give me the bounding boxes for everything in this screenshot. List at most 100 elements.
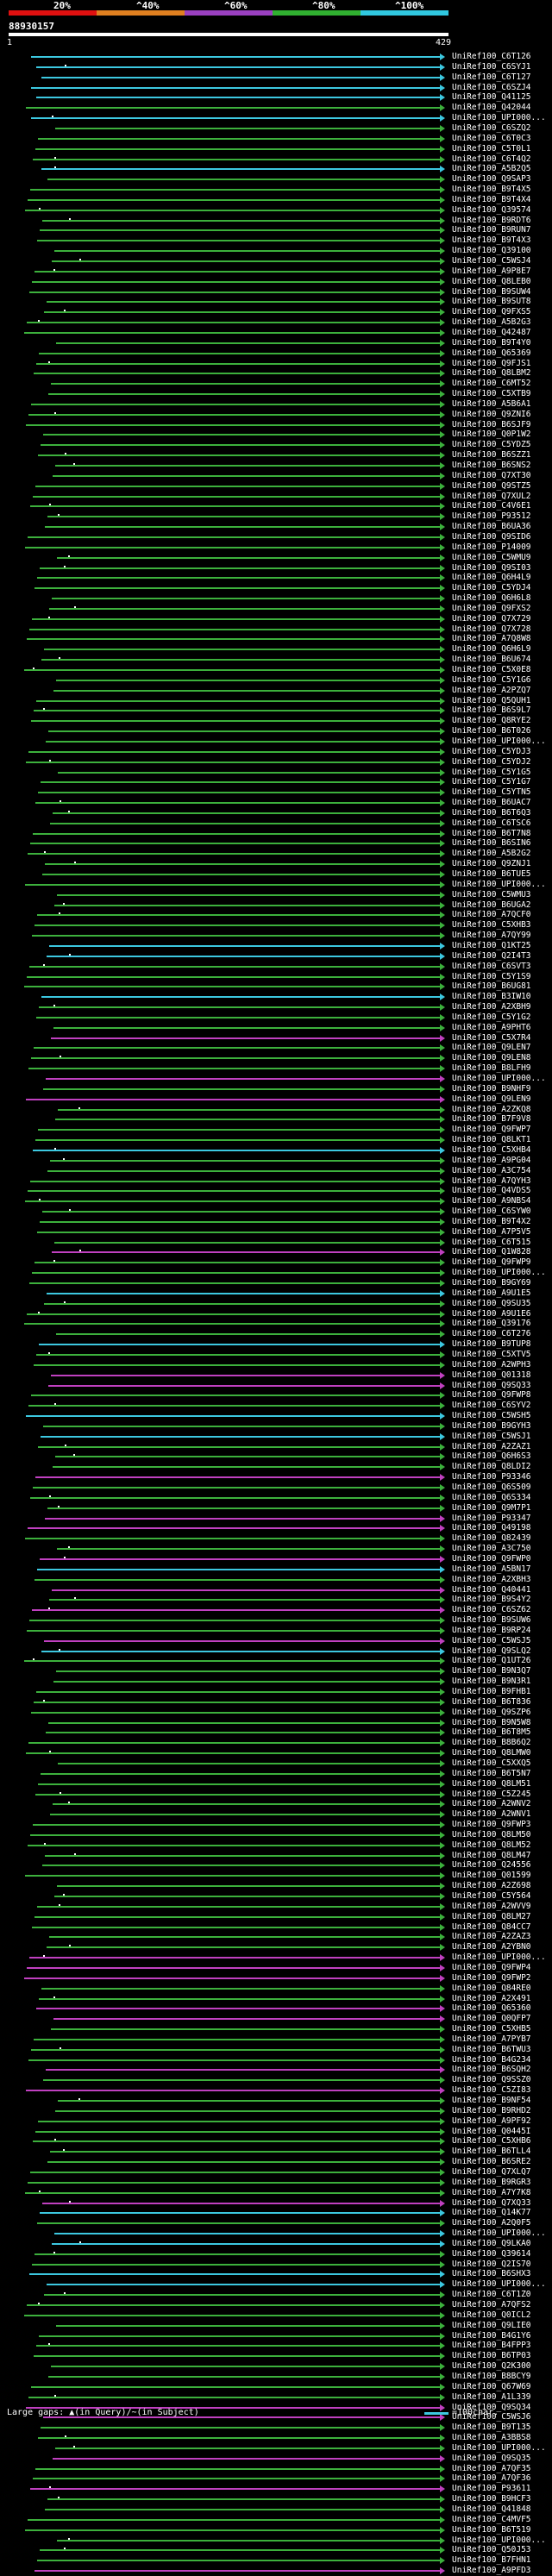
- hit-label[interactable]: UniRef100_C6SYW0: [452, 1207, 531, 1217]
- hit-label[interactable]: UniRef100_Q9ZNJ1: [452, 859, 531, 869]
- hit-row[interactable]: UniRef100_Q2IS70: [0, 2259, 552, 2270]
- hit-label[interactable]: UniRef100_Q01318: [452, 1369, 531, 1380]
- hit-row[interactable]: UniRef100_Q24556: [0, 1860, 552, 1871]
- hit-label[interactable]: UniRef100_A7PYB7: [452, 2034, 531, 2044]
- hit-row[interactable]: UniRef100_B9SUW6: [0, 1615, 552, 1626]
- hit-row[interactable]: UniRef100_B6TP03: [0, 2351, 552, 2361]
- hit-row[interactable]: UniRef100_B9T135: [0, 2422, 552, 2433]
- hit-label[interactable]: UniRef100_A9PHT6: [452, 1022, 531, 1032]
- hit-row[interactable]: UniRef100_Q7XT30: [0, 471, 552, 481]
- hit-label[interactable]: UniRef100_A7QF35: [452, 2463, 531, 2473]
- hit-label[interactable]: UniRef100_UPI000...: [452, 1268, 546, 1278]
- hit-label[interactable]: UniRef100_C5WSH5: [452, 1411, 531, 1421]
- hit-label[interactable]: UniRef100_A7QYH3: [452, 1175, 531, 1186]
- hit-label[interactable]: UniRef100_Q6H6L8: [452, 593, 531, 604]
- hit-label[interactable]: UniRef100_Q8LBM2: [452, 368, 531, 379]
- hit-label[interactable]: UniRef100_C6SVT3: [452, 961, 531, 971]
- hit-label[interactable]: UniRef100_Q4VDS5: [452, 1186, 531, 1196]
- hit-label[interactable]: UniRef100_C4MVF5: [452, 2514, 531, 2524]
- hit-label[interactable]: UniRef100_Q49198: [452, 1523, 531, 1533]
- hit-label[interactable]: UniRef100_A7Q8W8: [452, 634, 531, 644]
- hit-row[interactable]: UniRef100_Q6H6L9: [0, 644, 552, 655]
- hit-row[interactable]: UniRef100_B6SRE2: [0, 2157, 552, 2167]
- hit-row[interactable]: UniRef100_Q7X728: [0, 624, 552, 635]
- hit-row[interactable]: UniRef100_Q65369: [0, 348, 552, 359]
- hit-label[interactable]: UniRef100_Q8LM51: [452, 1778, 531, 1789]
- hit-row[interactable]: UniRef100_C6MT52: [0, 379, 552, 389]
- hit-label[interactable]: UniRef100_B6T026: [452, 726, 531, 736]
- hit-label[interactable]: UniRef100_C5Y1G6: [452, 674, 531, 685]
- hit-row[interactable]: UniRef100_Q8LM50: [0, 1830, 552, 1840]
- hit-row[interactable]: UniRef100_C5Y1G5: [0, 768, 552, 778]
- hit-label[interactable]: UniRef100_Q6H4L9: [452, 573, 531, 583]
- hit-row[interactable]: UniRef100_Q82439: [0, 1533, 552, 1544]
- hit-label[interactable]: UniRef100_P93512: [452, 511, 531, 522]
- hit-label[interactable]: UniRef100_C6SZ62: [452, 1605, 531, 1615]
- hit-label[interactable]: UniRef100_Q7XT30: [452, 470, 531, 480]
- hit-row[interactable]: UniRef100_C6T515: [0, 1238, 552, 1248]
- hit-label[interactable]: UniRef100_Q41848: [452, 2504, 531, 2514]
- hit-row[interactable]: UniRef100_A7QYH3: [0, 1176, 552, 1187]
- hit-row[interactable]: UniRef100_C5Y1G6: [0, 675, 552, 686]
- hit-row[interactable]: UniRef100_Q1W828: [0, 1247, 552, 1257]
- hit-row[interactable]: UniRef100_C5Y1G7: [0, 777, 552, 787]
- hit-row[interactable]: UniRef100_A2ZAZ1: [0, 1442, 552, 1452]
- hit-row[interactable]: UniRef100_A7Y7K8: [0, 2188, 552, 2198]
- hit-row[interactable]: UniRef100_Q9LEN7: [0, 1043, 552, 1053]
- hit-row[interactable]: UniRef100_Q42487: [0, 328, 552, 338]
- hit-label[interactable]: UniRef100_C6T127: [452, 72, 531, 82]
- hit-row[interactable]: UniRef100_Q6S509: [0, 1482, 552, 1493]
- hit-row[interactable]: UniRef100_B6T519: [0, 2525, 552, 2535]
- hit-label[interactable]: UniRef100_A7QCF0: [452, 910, 531, 920]
- hit-row[interactable]: UniRef100_C5XHB4: [0, 1145, 552, 1156]
- hit-label[interactable]: UniRef100_B6SNS2: [452, 461, 531, 470]
- hit-row[interactable]: UniRef100_B6T7N8: [0, 829, 552, 839]
- hit-row[interactable]: UniRef100_C5YDJ4: [0, 583, 552, 593]
- hit-row[interactable]: UniRef100_B6SJF9: [0, 420, 552, 430]
- hit-label[interactable]: UniRef100_Q1W828: [452, 1247, 531, 1257]
- hit-row[interactable]: UniRef100_C6T127: [0, 72, 552, 83]
- hit-row[interactable]: UniRef100_Q1UT26: [0, 1656, 552, 1666]
- hit-row[interactable]: UniRef100_P14009: [0, 542, 552, 553]
- hit-label[interactable]: UniRef100_C6MT52: [452, 379, 531, 389]
- hit-row[interactable]: UniRef100_Q6H6L8: [0, 593, 552, 604]
- hit-row[interactable]: UniRef100_B4FPP3: [0, 2341, 552, 2351]
- hit-label[interactable]: UniRef100_C5WSJ4: [452, 256, 531, 266]
- hit-row[interactable]: UniRef100_Q5QUH1: [0, 696, 552, 706]
- hit-label[interactable]: UniRef100_B9T4Y0: [452, 337, 531, 348]
- hit-row[interactable]: UniRef100_A9PFD3: [0, 2566, 552, 2576]
- hit-label[interactable]: UniRef100_C5WMU9: [452, 552, 531, 562]
- hit-label[interactable]: UniRef100_C5XXQ5: [452, 1758, 531, 1768]
- hit-row[interactable]: UniRef100_C6TSC6: [0, 818, 552, 829]
- hit-row[interactable]: UniRef100_C5YDJ2: [0, 757, 552, 768]
- hit-label[interactable]: UniRef100_Q24556: [452, 1860, 531, 1871]
- hit-row[interactable]: UniRef100_UPI000...: [0, 2535, 552, 2546]
- hit-label[interactable]: UniRef100_B9TUP8: [452, 1339, 531, 1350]
- hit-row[interactable]: UniRef100_C5WSJ6: [0, 2412, 552, 2422]
- hit-row[interactable]: UniRef100_C5Y1S9: [0, 972, 552, 982]
- hit-label[interactable]: UniRef100_B7F9V8: [452, 1114, 531, 1125]
- hit-label[interactable]: UniRef100_Q0ICL2: [452, 2310, 531, 2320]
- hit-row[interactable]: UniRef100_Q9FWP2: [0, 1973, 552, 1984]
- hit-label[interactable]: UniRef100_Q14K77: [452, 2208, 531, 2218]
- hit-row[interactable]: UniRef100_Q9LKA0: [0, 2239, 552, 2249]
- hit-label[interactable]: UniRef100_P93346: [452, 1472, 531, 1482]
- hit-label[interactable]: UniRef100_A7QY99: [452, 931, 531, 941]
- hit-row[interactable]: UniRef100_B9N5W8: [0, 1718, 552, 1728]
- hit-label[interactable]: UniRef100_Q8LM52: [452, 1840, 531, 1850]
- hit-row[interactable]: UniRef100_UPI000...: [0, 1952, 552, 1963]
- hit-label[interactable]: UniRef100_Q2I4T3: [452, 950, 531, 961]
- hit-row[interactable]: UniRef100_B4G234: [0, 2055, 552, 2065]
- hit-label[interactable]: UniRef100_B9N3R1: [452, 1677, 531, 1687]
- hit-label[interactable]: UniRef100_Q01599: [452, 1871, 531, 1881]
- hit-row[interactable]: UniRef100_UPI000...: [0, 736, 552, 747]
- hit-label[interactable]: UniRef100_B6T6Q3: [452, 807, 531, 818]
- hit-row[interactable]: UniRef100_UPI000...: [0, 1268, 552, 1278]
- hit-label[interactable]: UniRef100_C5XHB6: [452, 2136, 531, 2147]
- hit-label[interactable]: UniRef100_B6UA36: [452, 522, 531, 532]
- hit-label[interactable]: UniRef100_A2WNV2: [452, 1799, 531, 1809]
- hit-label[interactable]: UniRef100_A2YBN0: [452, 1942, 531, 1952]
- hit-row[interactable]: UniRef100_Q42044: [0, 103, 552, 113]
- hit-row[interactable]: UniRef100_A7QF36: [0, 2473, 552, 2484]
- hit-label[interactable]: UniRef100_C5Z245: [452, 1789, 531, 1799]
